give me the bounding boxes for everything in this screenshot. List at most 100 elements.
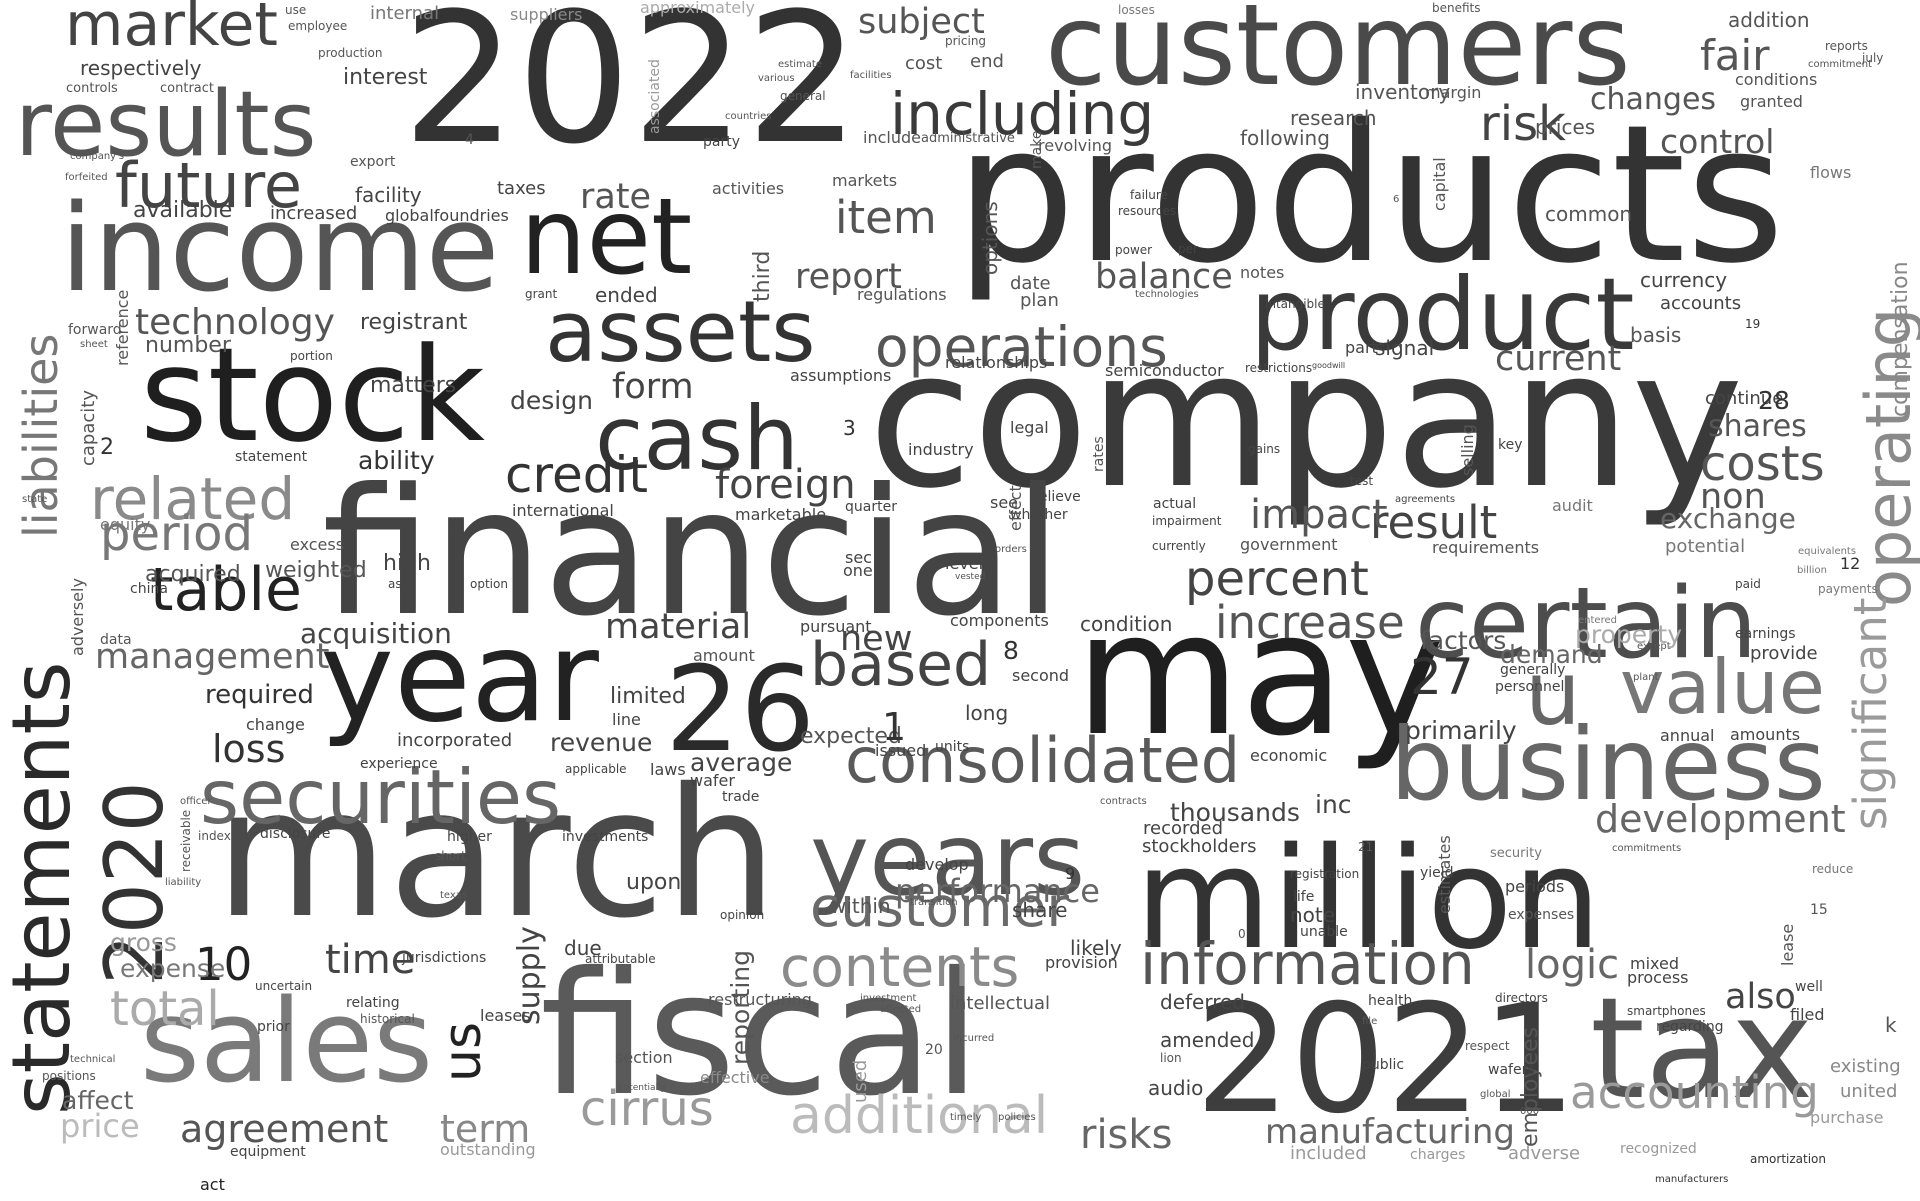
cloud-word: health xyxy=(1368,993,1413,1009)
cloud-word: power xyxy=(1115,243,1153,257)
cloud-word: sec xyxy=(845,548,872,567)
cloud-word: yield xyxy=(1420,865,1454,881)
cloud-word: foreign xyxy=(715,462,856,508)
cloud-word: market xyxy=(65,0,278,60)
cloud-word: earnings xyxy=(1735,626,1796,642)
cloud-word: 27 xyxy=(1410,648,1474,706)
cloud-word: value xyxy=(1620,643,1825,731)
cloud-word: period xyxy=(100,506,253,562)
cloud-word: benefits xyxy=(1432,1,1481,15)
cloud-word: pursuant xyxy=(800,617,872,636)
cloud-word: markets xyxy=(832,171,898,190)
cloud-word: securities xyxy=(200,753,562,841)
cloud-word: gross xyxy=(110,928,177,957)
cloud-word: upon xyxy=(626,870,682,895)
cloud-word: provision xyxy=(1045,953,1118,972)
cloud-word: risks xyxy=(1080,1112,1173,1158)
cloud-word: including xyxy=(890,80,1155,148)
cloud-word: facility xyxy=(355,183,422,207)
cloud-word: 26 xyxy=(665,640,816,778)
cloud-word: third xyxy=(750,250,775,302)
cloud-word: incorporated xyxy=(397,730,513,751)
cloud-word: agreement xyxy=(180,1107,389,1151)
cloud-word: assets xyxy=(545,283,816,382)
cloud-word: exchange xyxy=(1660,502,1796,535)
cloud-word: existing xyxy=(1830,1056,1901,1077)
cloud-word: investment xyxy=(860,993,917,1004)
cloud-word: relating xyxy=(346,995,400,1011)
cloud-word: year xyxy=(320,605,599,750)
cloud-word: research xyxy=(1290,106,1377,130)
cloud-word: certain xyxy=(1415,567,1758,681)
cloud-word: taxes xyxy=(497,178,546,199)
cloud-word: entered xyxy=(1578,615,1617,626)
cloud-word: million xyxy=(1135,818,1602,981)
cloud-word: commitments xyxy=(1612,843,1682,854)
cloud-word: consolidated xyxy=(845,724,1241,797)
cloud-word: accounts xyxy=(1660,293,1742,314)
cloud-word: credit xyxy=(505,446,648,504)
cloud-word: assumptions xyxy=(790,366,892,385)
cloud-word: conditions xyxy=(1735,70,1818,89)
cloud-word: per xyxy=(1178,242,1198,256)
cloud-word: act xyxy=(200,1175,225,1194)
cloud-word: generally xyxy=(1500,662,1566,678)
cloud-word: receivable xyxy=(179,809,193,872)
cloud-word: income xyxy=(60,180,500,319)
cloud-word: 12 xyxy=(1840,554,1861,573)
cloud-word: factors xyxy=(1420,626,1507,655)
cloud-word: property xyxy=(1575,620,1683,649)
cloud-word: use xyxy=(285,3,307,17)
cloud-word: 2022 xyxy=(402,0,861,184)
cloud-word: risk xyxy=(1480,96,1566,152)
cloud-word: total xyxy=(110,981,220,1037)
cloud-word: jurisdictions xyxy=(402,950,487,966)
cloud-word: second xyxy=(1012,666,1070,685)
cloud-word: fair xyxy=(1700,31,1770,80)
cloud-word: sheet xyxy=(80,339,108,350)
cloud-word: charges xyxy=(1410,1147,1466,1163)
cloud-word: 4 xyxy=(465,132,474,148)
cloud-word: term xyxy=(440,1107,531,1151)
cloud-word: security xyxy=(1490,846,1542,861)
cloud-word: required xyxy=(205,680,314,710)
cloud-word: ended xyxy=(595,283,658,307)
cloud-word: facilities xyxy=(850,70,892,81)
cloud-word: develop xyxy=(905,855,969,874)
cloud-word: wafer xyxy=(690,771,735,790)
cloud-word: company xyxy=(868,309,1744,530)
cloud-word: commitment xyxy=(1808,59,1872,70)
cloud-word: results xyxy=(15,72,317,177)
cloud-word: subject xyxy=(858,2,985,42)
cloud-word: key xyxy=(1498,437,1523,453)
cloud-word: customers xyxy=(1045,0,1631,111)
cloud-word: acquired xyxy=(145,562,241,587)
cloud-word: addition xyxy=(1728,8,1810,32)
cloud-word: signal xyxy=(1375,336,1435,360)
cloud-word: expected xyxy=(800,724,902,749)
cloud-word: acquisition xyxy=(300,617,452,650)
cloud-word: legal xyxy=(1010,418,1049,437)
cloud-word: tax xyxy=(1590,968,1814,1131)
cloud-word: 6 xyxy=(1393,194,1400,205)
cloud-word: table xyxy=(150,555,302,625)
cloud-word: global xyxy=(1480,1089,1511,1100)
cloud-word: design xyxy=(510,386,593,415)
cloud-word: 0 xyxy=(1238,927,1246,941)
cloud-word: cash xyxy=(595,387,799,490)
cloud-word: intellectual xyxy=(950,993,1051,1014)
cloud-word: lease xyxy=(1778,923,1797,966)
cloud-word: administrative xyxy=(921,131,1015,146)
cloud-word: report xyxy=(795,257,902,297)
cloud-word: changes xyxy=(1590,82,1717,117)
cloud-word: continue xyxy=(1705,388,1784,409)
cloud-word: export xyxy=(350,154,396,170)
cloud-word: semiconductor xyxy=(1105,361,1224,380)
cloud-word: lion xyxy=(1160,1051,1182,1065)
cloud-word: level xyxy=(945,554,984,573)
cloud-word: balance xyxy=(1095,257,1233,297)
cloud-word: leases xyxy=(480,1006,531,1025)
cloud-word: non xyxy=(1700,477,1766,517)
cloud-word: technology xyxy=(135,302,335,343)
